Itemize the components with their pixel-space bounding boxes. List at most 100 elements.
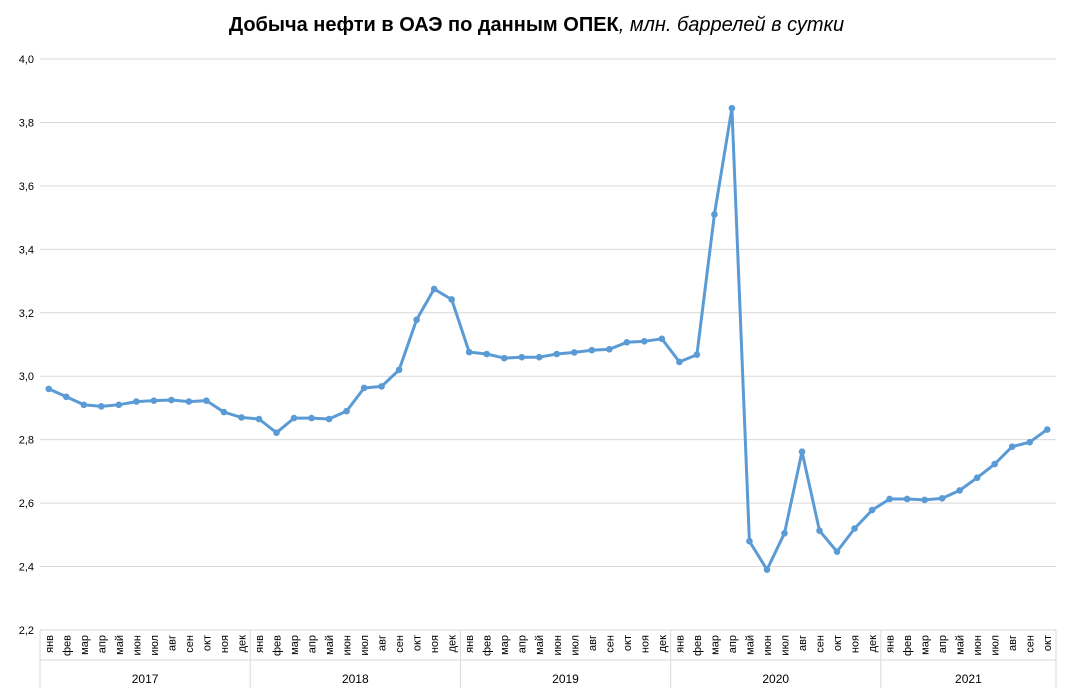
data-point xyxy=(325,415,333,423)
x-tick-label: июл xyxy=(359,635,371,656)
x-tick-label: апр xyxy=(727,635,739,653)
data-point xyxy=(763,566,771,574)
data-point xyxy=(98,403,105,410)
data-point xyxy=(956,487,963,494)
y-tick-label: 2,4 xyxy=(19,562,34,574)
x-tick-label: май xyxy=(114,635,126,655)
data-point xyxy=(238,414,245,421)
x-tick-label: апр xyxy=(96,635,108,653)
data-point xyxy=(676,358,683,366)
data-point xyxy=(395,366,403,374)
data-point xyxy=(62,393,70,401)
x-tick-label: июн xyxy=(552,635,564,655)
data-point xyxy=(921,496,928,504)
data-point xyxy=(45,385,53,393)
data-point xyxy=(903,495,911,503)
x-tick-label: дек xyxy=(447,635,459,653)
x-tick-label: апр xyxy=(517,635,529,653)
data-point xyxy=(798,448,806,456)
data-point xyxy=(203,397,210,404)
data-point xyxy=(518,353,526,361)
x-tick-label: янв xyxy=(464,635,476,653)
data-point xyxy=(553,350,561,358)
x-tick-label: мар xyxy=(79,635,91,655)
y-tick-label: 3,6 xyxy=(19,181,34,193)
x-tick-label: июл xyxy=(569,635,581,656)
x-tick-label: сен xyxy=(1025,635,1037,653)
x-tick-label: авг xyxy=(1007,635,1019,651)
x-tick-label: авг xyxy=(797,635,809,651)
data-point xyxy=(641,338,648,345)
x-tick-label: июн xyxy=(342,635,354,655)
data-point xyxy=(1008,443,1016,450)
x-tick-label: ноя xyxy=(639,635,651,653)
x-tick-label: ноя xyxy=(850,635,862,653)
x-tick-label: май xyxy=(324,635,336,655)
data-point xyxy=(308,414,315,422)
x-tick-label: сен xyxy=(604,635,616,653)
data-point xyxy=(728,104,736,112)
x-tick-label: фев xyxy=(692,635,704,656)
x-tick-label: янв xyxy=(254,635,266,653)
year-label: 2019 xyxy=(552,672,579,686)
data-point xyxy=(1026,438,1034,446)
x-tick-label: июл xyxy=(990,635,1002,656)
x-tick-label: июл xyxy=(779,635,791,656)
data-point xyxy=(973,474,981,482)
x-tick-label: авг xyxy=(166,635,178,651)
x-tick-label: апр xyxy=(307,635,319,653)
x-tick-label: май xyxy=(955,635,967,655)
x-tick-label: сен xyxy=(394,635,406,653)
y-tick-label: 2,2 xyxy=(19,625,34,637)
x-tick-label: фев xyxy=(61,635,73,656)
x-tick-label: дек xyxy=(867,635,879,653)
data-point xyxy=(413,316,420,324)
data-point xyxy=(290,414,298,422)
data-point xyxy=(220,408,228,416)
data-point xyxy=(255,415,263,423)
data-point xyxy=(991,460,998,468)
x-tick-label: фев xyxy=(482,635,494,656)
data-point xyxy=(343,407,350,415)
x-tick-label: сен xyxy=(184,635,196,653)
year-label: 2021 xyxy=(955,672,982,686)
x-tick-label: окт xyxy=(832,635,844,651)
data-point xyxy=(693,351,701,358)
data-point xyxy=(80,401,88,409)
x-tick-label: окт xyxy=(201,635,213,651)
data-point xyxy=(658,335,666,343)
y-tick-label: 3,0 xyxy=(19,371,34,383)
x-tick-label: янв xyxy=(674,635,686,653)
x-tick-label: фев xyxy=(902,635,914,656)
x-tick-label: июн xyxy=(131,635,143,655)
x-tick-label: окт xyxy=(412,635,424,651)
data-point xyxy=(588,346,596,354)
data-point xyxy=(606,345,613,353)
data-point xyxy=(746,537,753,545)
x-tick-label: окт xyxy=(1042,635,1054,651)
data-point xyxy=(430,285,438,293)
series-line xyxy=(47,106,1049,572)
x-tick-label: авг xyxy=(377,635,389,651)
data-point xyxy=(360,384,368,392)
data-point xyxy=(833,548,841,555)
chart-title: Добыча нефти в ОАЭ по данным ОПЕК, млн. … xyxy=(0,14,1073,37)
x-tick-label: июн xyxy=(762,635,774,655)
data-point xyxy=(378,383,385,390)
data-point xyxy=(273,429,280,436)
x-tick-label: окт xyxy=(622,635,634,651)
data-point xyxy=(816,527,823,535)
data-point xyxy=(938,495,946,502)
x-tick-label: апр xyxy=(937,635,949,653)
x-tick-label: авг xyxy=(587,635,599,651)
data-point xyxy=(500,354,508,362)
y-tick-label: 3,8 xyxy=(19,117,34,129)
y-tick-label: 2,6 xyxy=(19,498,34,510)
data-point xyxy=(868,506,876,514)
x-tick-label: сен xyxy=(815,635,827,653)
x-tick-label: мар xyxy=(709,635,721,655)
data-point xyxy=(483,350,490,358)
x-tick-label: мар xyxy=(920,635,932,655)
data-point xyxy=(465,348,473,356)
